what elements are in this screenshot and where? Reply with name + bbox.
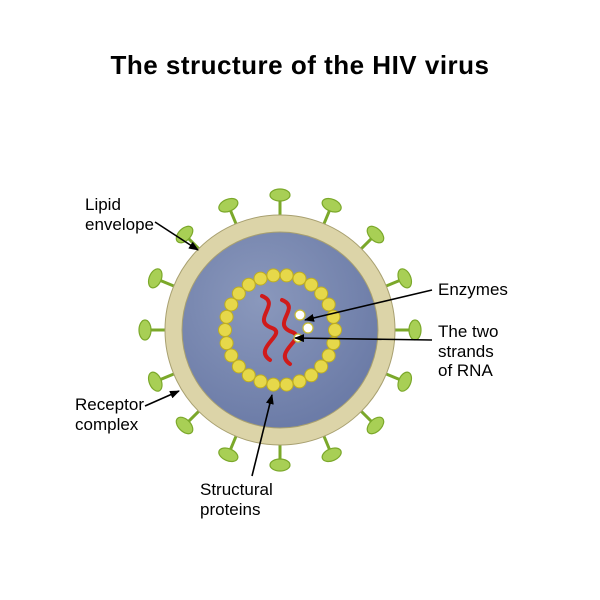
- enzymes-label: Enzymes: [438, 280, 508, 300]
- two-strands-label: The twostrandsof RNA: [438, 322, 498, 381]
- matrix: [182, 232, 378, 428]
- hiv-diagram: [0, 0, 600, 600]
- receptor-complex-arrow: [145, 391, 179, 406]
- lipid-envelope-label: Lipidenvelope: [85, 195, 154, 234]
- receptor-complex-label: Receptorcomplex: [75, 395, 144, 434]
- struct-proteins-label: Structuralproteins: [200, 480, 273, 519]
